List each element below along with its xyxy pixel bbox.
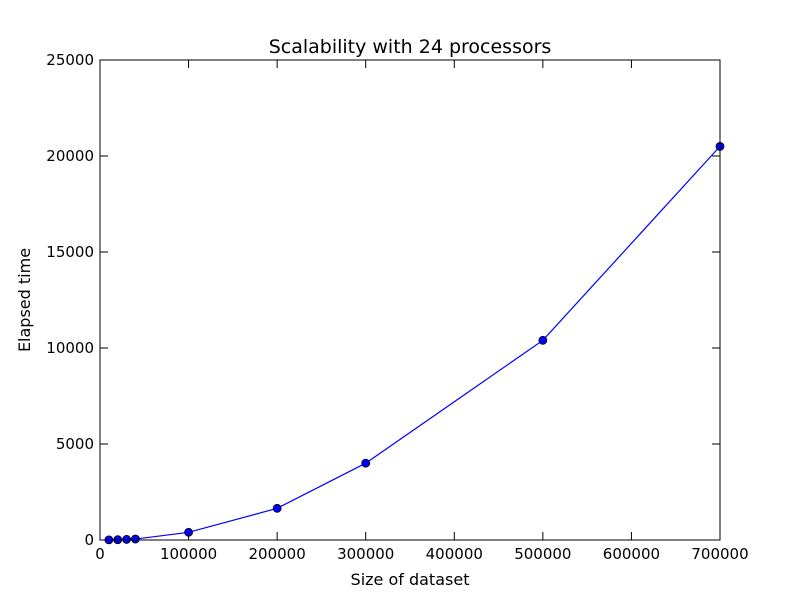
x-tick-label: 500000 xyxy=(514,545,571,563)
data-point xyxy=(131,534,140,544)
x-tick-label: 200000 xyxy=(249,545,306,563)
y-tick-label: 5000 xyxy=(56,435,94,453)
x-tick-label: 0 xyxy=(95,545,105,563)
x-tick-label: 100000 xyxy=(160,545,217,563)
y-tick-label: 20000 xyxy=(46,147,94,165)
data-point xyxy=(272,503,282,513)
data-point xyxy=(122,535,131,544)
x-tick-label: 300000 xyxy=(337,545,394,563)
y-tick-label: 25000 xyxy=(46,51,94,69)
chart-title: Scalability with 24 processors xyxy=(269,36,552,58)
y-tick-label: 15000 xyxy=(46,243,94,261)
data-point xyxy=(538,335,548,345)
data-point xyxy=(361,458,371,468)
ticks-layer: 0 100000 200000 300000 400000 500000 600000 700… xyxy=(46,51,748,563)
series-line xyxy=(108,145,721,541)
x-axis-label: Size of dataset xyxy=(351,570,470,589)
x-tick-label: 700000 xyxy=(691,545,748,563)
x-tick-label: 400000 xyxy=(426,545,483,563)
x-tick-label: 600000 xyxy=(603,545,660,563)
y-axis-label: Elapsed time xyxy=(15,248,34,352)
series-layer xyxy=(104,141,725,545)
y-tick-label: 0 xyxy=(84,531,94,549)
plot-frame xyxy=(99,59,721,541)
y-tick-label: 10000 xyxy=(46,339,94,357)
